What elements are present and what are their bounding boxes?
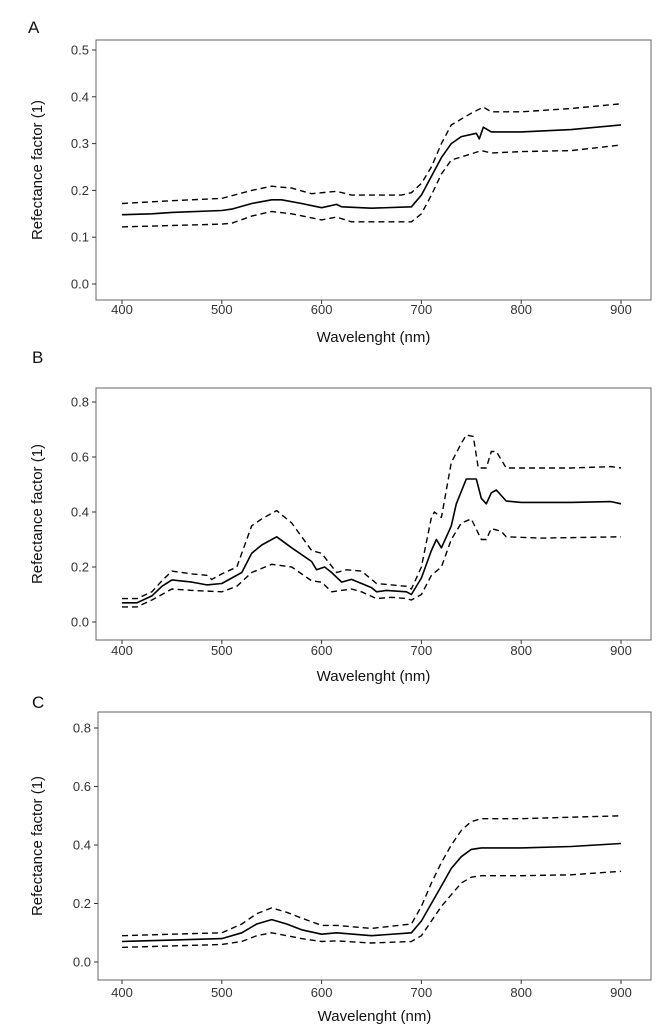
lower-bound-line: [121, 144, 622, 228]
panel-label: C: [32, 693, 44, 712]
y-tick-label: 0.4: [73, 838, 91, 853]
plot-frame: [95, 387, 652, 641]
x-tick-label: 900: [610, 985, 632, 1000]
mean-line: [121, 842, 622, 943]
y-tick-label: 0.0: [71, 277, 89, 292]
y-tick-label: 0.0: [71, 615, 89, 630]
panel-label: A: [28, 18, 40, 37]
y-tick-label: 0.5: [71, 43, 89, 58]
x-tick-label: 400: [111, 985, 133, 1000]
x-tick-label: 600: [311, 643, 333, 658]
x-tick-label: 900: [610, 643, 632, 658]
y-axis-label: Refectance factor (1): [29, 444, 46, 584]
y-axis-label: Refectance factor (1): [29, 100, 46, 240]
y-tick-label: 0.2: [73, 896, 91, 911]
lower-bound-line: [122, 518, 622, 608]
x-tick-label: 700: [411, 643, 433, 658]
y-tick-label: 0.6: [73, 779, 91, 794]
y-tick-label: 0.8: [73, 721, 91, 736]
x-axis-label: Wavelenght (nm): [317, 668, 431, 685]
x-axis-label: Wavelenght (nm): [318, 1008, 432, 1025]
x-tick-label: 600: [311, 302, 333, 317]
panel-c: C 400 500 600 700 800 900 0.0 0.2 0.4 0.6 0.8 Wavele…: [29, 693, 652, 1025]
x-tick-label: 500: [211, 643, 233, 658]
y-tick-label: 0.8: [71, 395, 89, 410]
y-tick-label: 0.4: [71, 505, 89, 520]
y-tick-label: 0.2: [71, 183, 89, 198]
upper-bound-line: [121, 103, 622, 205]
plot-frame: [97, 711, 652, 981]
plot-frame: [95, 39, 652, 301]
panel-label: B: [32, 348, 43, 367]
x-tick-label: 400: [111, 302, 133, 317]
upper-bound-line: [122, 434, 622, 600]
x-tick-label: 700: [411, 985, 433, 1000]
upper-bound-line: [121, 815, 622, 937]
panel-a: A 400 500 600 700 800 900 0.0 0.1 0.2 0.3 0.4 0.5 Wav…: [28, 18, 652, 346]
panel-b: B 400 500 600 700 800 900 0.0 0.2 0.4 0.6 0.8 Wavele…: [29, 348, 652, 685]
x-axis-label: Wavelenght (nm): [317, 329, 431, 346]
x-tick-label: 500: [211, 302, 233, 317]
y-tick-label: 0.6: [71, 450, 89, 465]
y-axis-label: Refectance factor (1): [29, 776, 46, 916]
x-tick-label: 800: [510, 985, 532, 1000]
x-tick-label: 800: [510, 302, 532, 317]
x-tick-label: 400: [111, 643, 133, 658]
y-tick-label: 0.0: [73, 955, 91, 970]
y-tick-label: 0.3: [71, 136, 89, 151]
x-tick-label: 500: [211, 985, 233, 1000]
mean-line: [121, 124, 622, 216]
y-tick-label: 0.4: [71, 89, 89, 104]
lower-bound-line: [121, 870, 622, 949]
x-tick-label: 600: [311, 985, 333, 1000]
x-tick-label: 900: [610, 302, 632, 317]
x-tick-label: 800: [510, 643, 532, 658]
mean-line: [122, 478, 622, 604]
y-tick-label: 0.1: [71, 230, 89, 245]
y-tick-label: 0.2: [71, 560, 89, 575]
x-tick-label: 700: [411, 302, 433, 317]
